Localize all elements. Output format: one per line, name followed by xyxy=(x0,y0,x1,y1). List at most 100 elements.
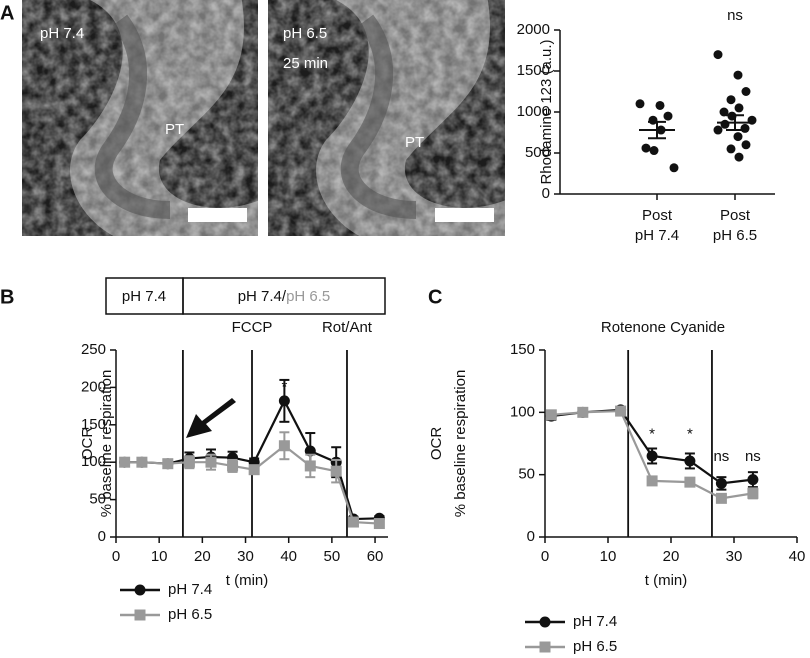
protocol-label: pH 7.4 xyxy=(122,288,166,305)
image-label: 25 min xyxy=(283,55,328,72)
x-tick-label: 0 xyxy=(112,548,120,565)
y-tick-label: 0 xyxy=(98,528,106,545)
data-point xyxy=(136,456,148,468)
data-point xyxy=(719,107,729,117)
annotation: * xyxy=(281,378,287,395)
data-point xyxy=(646,475,658,487)
legend-label: pH 7.4 xyxy=(168,581,212,598)
legend-marker xyxy=(539,641,551,653)
data-point xyxy=(713,50,723,60)
legend-marker xyxy=(134,609,146,621)
data-point xyxy=(741,140,751,150)
y-tick-label: 2000 xyxy=(517,21,550,38)
y-axis-label: % baseline respiration xyxy=(452,370,469,518)
data-point xyxy=(205,456,217,468)
data-point xyxy=(577,406,589,418)
x-tick-label: 0 xyxy=(541,548,549,565)
scale-bar xyxy=(188,208,247,222)
x-tick-label: pH 6.5 xyxy=(713,227,757,244)
legend-label: pH 6.5 xyxy=(573,638,617,655)
data-point xyxy=(726,144,736,154)
y-tick-label: 200 xyxy=(81,378,106,395)
x-tick-label: Post xyxy=(720,207,751,224)
data-point xyxy=(330,465,342,477)
x-tick-label: 30 xyxy=(237,548,254,565)
y-tick-label: 50 xyxy=(518,466,535,483)
data-point xyxy=(649,146,659,156)
image-label: PT xyxy=(405,134,424,151)
event-label: Rot/Ant xyxy=(322,319,373,336)
data-point xyxy=(227,460,239,472)
image-label: PT xyxy=(165,121,184,138)
data-point xyxy=(278,395,290,407)
data-point xyxy=(663,111,673,121)
image-label: pH 6.5 xyxy=(283,25,327,42)
data-point xyxy=(655,100,665,110)
y-tick-label: 500 xyxy=(525,144,550,161)
y-tick-label: 0 xyxy=(527,528,535,545)
x-tick-label: 10 xyxy=(151,548,168,565)
chart-title: Rotenone Cyanide xyxy=(601,319,725,336)
protocol-label: pH 7.4/ xyxy=(238,288,287,305)
data-point xyxy=(545,409,557,421)
data-point xyxy=(641,143,651,153)
data-point xyxy=(119,456,131,468)
x-tick-label: 40 xyxy=(789,548,806,565)
x-tick-label: 40 xyxy=(280,548,297,565)
data-point xyxy=(684,455,696,467)
scale-bar xyxy=(435,208,494,222)
data-point xyxy=(747,487,759,499)
legend-marker xyxy=(539,616,551,628)
data-point xyxy=(740,123,750,133)
x-tick-label: 50 xyxy=(324,548,341,565)
data-point xyxy=(347,516,359,528)
annotation: * xyxy=(649,426,655,443)
annotation: ns xyxy=(745,448,761,465)
x-axis-label: t (min) xyxy=(645,572,688,589)
image-label: pH 7.4 xyxy=(40,25,84,42)
annotation: ns xyxy=(727,7,743,24)
x-tick-label: Post xyxy=(642,207,673,224)
y-axis-label: % baseline respiration xyxy=(98,370,115,518)
data-point xyxy=(734,152,744,162)
y-axis-label: OCR xyxy=(79,427,96,461)
data-point xyxy=(747,474,759,486)
data-point xyxy=(734,103,744,113)
x-tick-label: 60 xyxy=(367,548,384,565)
y-tick-label: 50 xyxy=(89,491,106,508)
data-point xyxy=(615,405,627,417)
annotation: ns xyxy=(713,448,729,465)
data-point xyxy=(373,518,385,530)
data-point xyxy=(733,132,743,142)
data-point xyxy=(715,492,727,504)
y-tick-label: 100 xyxy=(510,403,535,420)
data-point xyxy=(278,440,290,452)
data-point xyxy=(635,99,645,109)
data-point xyxy=(183,456,195,468)
annotation: * xyxy=(687,426,693,443)
x-tick-label: 20 xyxy=(663,548,680,565)
y-tick-label: 150 xyxy=(510,341,535,358)
x-tick-label: pH 7.4 xyxy=(635,227,679,244)
y-tick-label: 0 xyxy=(542,185,550,202)
data-point xyxy=(684,476,696,488)
protocol-label: pH 7.4/pH 6.5 xyxy=(238,288,331,305)
x-tick-label: 20 xyxy=(194,548,211,565)
y-tick-label: 100 xyxy=(81,453,106,470)
legend-label: pH 7.4 xyxy=(573,613,617,630)
protocol-box xyxy=(182,277,386,315)
panel-label: B xyxy=(0,286,14,308)
data-point xyxy=(669,163,679,173)
event-label: FCCP xyxy=(232,319,273,336)
data-point xyxy=(741,87,751,96)
data-point xyxy=(304,460,316,472)
panel-label: C xyxy=(428,286,442,308)
y-axis-label: OCR xyxy=(428,427,445,461)
legend-label: pH 6.5 xyxy=(168,606,212,623)
data-point xyxy=(726,95,736,105)
data-point xyxy=(720,119,730,129)
panel-label: A xyxy=(0,2,14,24)
legend-marker xyxy=(134,584,146,596)
micrograph xyxy=(22,0,258,236)
